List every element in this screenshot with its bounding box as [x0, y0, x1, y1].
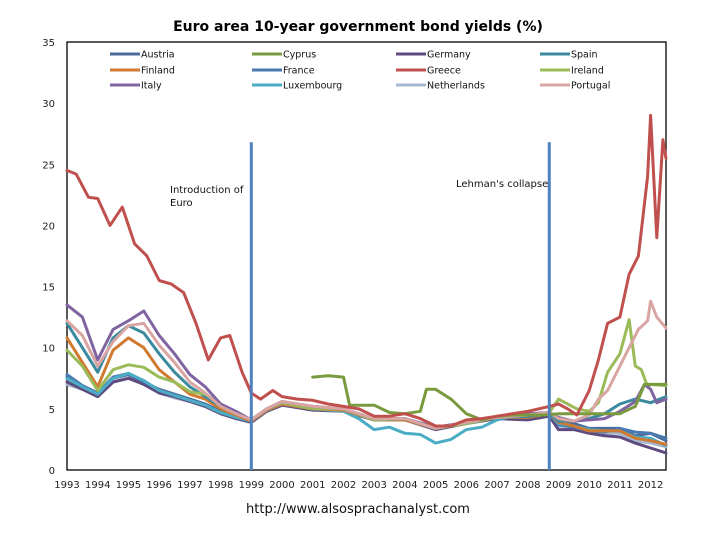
chart-title: Euro area 10-year government bond yields… — [173, 19, 543, 35]
x-tick-label: 2002 — [331, 480, 356, 491]
x-tick-label: 2001 — [300, 480, 325, 491]
x-tick-label: 2011 — [607, 480, 632, 491]
annotations: Introduction of Euro Lehman's collapse — [170, 142, 551, 470]
legend-item-greece: Greece — [396, 66, 461, 77]
legend-item-france: France — [252, 66, 315, 77]
y-axis-ticks: 0 5 10 15 20 25 30 35 — [42, 38, 55, 477]
legend-item-finland: Finland — [110, 66, 175, 77]
series-line-greece — [65, 113, 668, 428]
legend-label: Luxembourg — [283, 81, 342, 92]
x-tick-label: 2009 — [546, 480, 571, 491]
legend-item-ireland: Ireland — [540, 66, 604, 77]
series-layer — [65, 113, 668, 455]
legend-item-spain: Spain — [540, 50, 598, 61]
y-tick-label: 5 — [49, 405, 55, 416]
lehman-collapse-label: Lehman's collapse — [456, 179, 548, 190]
x-tick-label: 1998 — [208, 480, 233, 491]
legend-item-netherlands: Netherlands — [396, 81, 485, 92]
legend-label: Germany — [427, 50, 471, 61]
x-tick-label: 1999 — [239, 480, 264, 491]
legend-label: Netherlands — [427, 81, 485, 92]
legend-label: Austria — [141, 50, 175, 61]
footer-url: http://www.alsosprachanalyst.com — [246, 502, 470, 517]
legend-label: Ireland — [571, 66, 604, 77]
legend-label: Cyprus — [283, 50, 316, 61]
legend-label: France — [283, 66, 315, 77]
y-tick-label: 30 — [42, 99, 55, 110]
y-tick-label: 10 — [42, 344, 55, 355]
y-tick-label: 25 — [42, 160, 55, 171]
legend-label: Spain — [571, 50, 598, 61]
x-tick-label: 1995 — [116, 480, 141, 491]
legend-label: Portugal — [571, 81, 610, 92]
y-tick-label: 20 — [42, 221, 55, 232]
y-tick-label: 15 — [42, 283, 55, 294]
x-tick-label: 1993 — [54, 480, 79, 491]
legend-item-germany: Germany — [396, 50, 471, 61]
series-line-portugal — [65, 299, 668, 430]
x-tick-label: 2010 — [576, 480, 601, 491]
x-tick-label: 2008 — [515, 480, 540, 491]
y-tick-label: 35 — [42, 38, 55, 49]
legend-item-cyprus: Cyprus — [252, 50, 316, 61]
x-tick-label: 1994 — [85, 480, 110, 491]
legend-item-portugal: Portugal — [540, 81, 610, 92]
x-axis-ticks: 1993 1994 1995 1996 1997 1998 1999 2000 2001 2002… — [54, 480, 663, 491]
x-tick-label: 2007 — [484, 480, 509, 491]
legend-item-luxembourg: Luxembourg — [252, 81, 342, 92]
legend: Austria Cyprus Germany Spain Finland France Gr… — [92, 44, 658, 94]
x-tick-label: 2004 — [392, 480, 417, 491]
legend-item-italy: Italy — [110, 81, 162, 92]
legend-label: Italy — [141, 81, 162, 92]
euro-introduction-label-line2: Euro — [170, 198, 193, 209]
y-tick-label: 0 — [49, 466, 55, 477]
plot-frame — [66, 41, 667, 471]
x-tick-label: 2003 — [361, 480, 386, 491]
x-tick-label: 2005 — [423, 480, 448, 491]
x-tick-label: 2006 — [454, 480, 479, 491]
legend-label: Finland — [141, 66, 175, 77]
plot-area-border — [66, 41, 667, 471]
x-tick-label: 2000 — [269, 480, 294, 491]
legend-item-austria: Austria — [110, 50, 175, 61]
euro-introduction-label-line1: Introduction of — [170, 185, 244, 196]
x-tick-label: 2012 — [638, 480, 663, 491]
x-tick-label: 1996 — [146, 480, 171, 491]
x-tick-label: 1997 — [177, 480, 202, 491]
legend-label: Greece — [427, 66, 461, 77]
